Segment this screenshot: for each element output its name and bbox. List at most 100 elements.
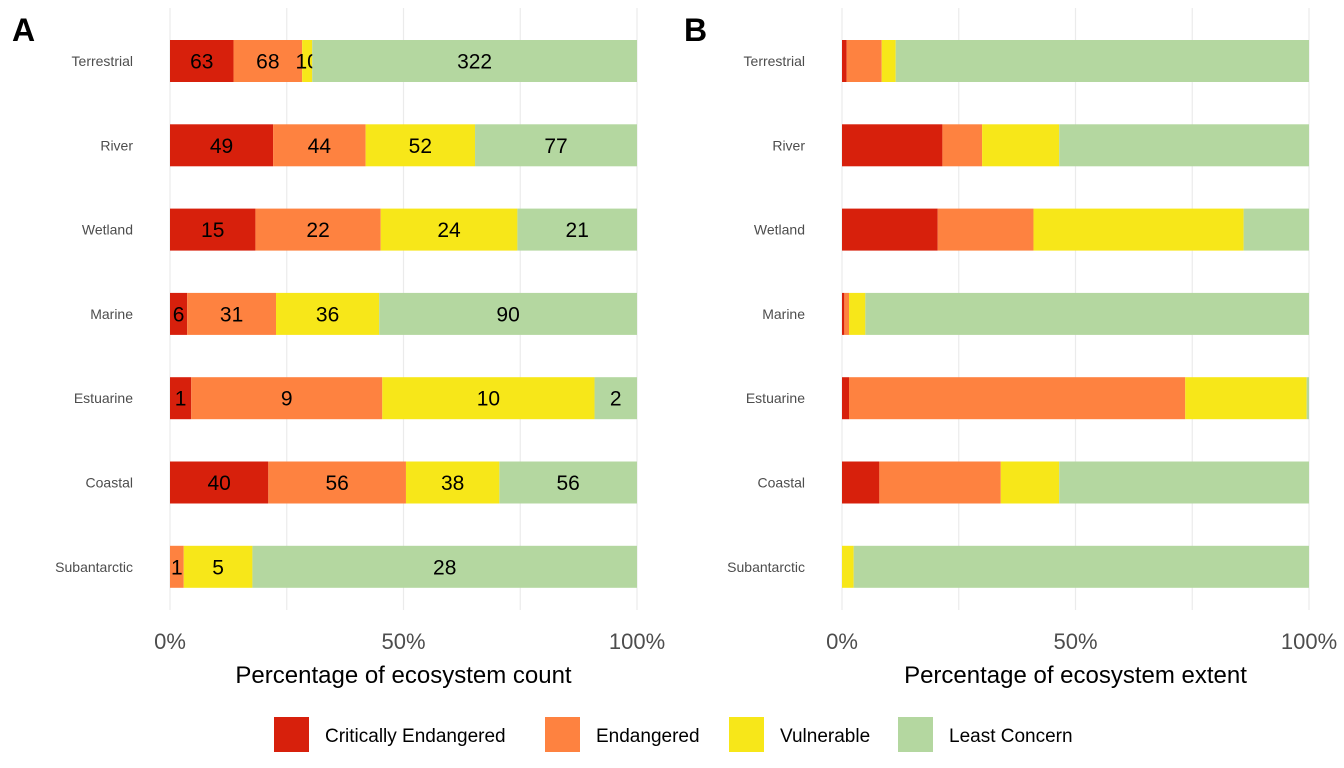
bar-wetland-least-concern [517, 208, 637, 251]
value-label-wetland-endangered: 22 [306, 219, 329, 242]
bar-coastal-least-concern [499, 461, 637, 504]
bar-estuarine-vulnerable [1185, 377, 1307, 420]
value-label-coastal-endangered: 56 [325, 472, 348, 495]
value-label-marine-endangered: 31 [220, 303, 243, 326]
bar-terrestrial-critically-endangered [842, 40, 847, 82]
x-axis-title: Percentage of ecosystem extent [904, 662, 1247, 689]
legend-label-endangered: Endangered [596, 726, 700, 747]
bar-terrestrial-critically-endangered [170, 40, 234, 82]
value-label-subantarctic-least-concern: 28 [433, 556, 456, 579]
bar-terrestrial-endangered [233, 40, 303, 82]
bar-wetland-critically-endangered [842, 208, 938, 251]
x-tick-label: 0% [154, 629, 186, 654]
bar-estuarine-least-concern [594, 377, 637, 420]
value-label-subantarctic-vulnerable: 5 [212, 556, 224, 579]
value-label-estuarine-endangered: 9 [281, 388, 293, 411]
value-label-estuarine-least-concern: 2 [610, 388, 622, 411]
x-tick-label: 50% [1053, 629, 1097, 654]
value-label-coastal-critically-endangered: 40 [207, 472, 230, 495]
bar-estuarine-least-concern [1306, 377, 1309, 420]
value-label-marine-least-concern: 90 [496, 303, 519, 326]
bar-subantarctic-vulnerable [183, 545, 253, 588]
x-tick-label: 0% [826, 629, 858, 654]
bar-river-vulnerable [365, 124, 476, 167]
category-label-terrestrial: Terrestrial [72, 53, 133, 69]
category-label-wetland: Wetland [82, 222, 133, 238]
category-label-terrestrial: Terrestrial [744, 53, 805, 69]
bar-subantarctic-least-concern [252, 545, 638, 588]
legend: Critically Endangered Endangered Vulnerabl… [274, 717, 1073, 752]
bar-marine-critically-endangered [170, 292, 188, 335]
value-label-wetland-vulnerable: 24 [437, 219, 461, 242]
bar-wetland-critically-endangered [170, 208, 256, 251]
bar-estuarine-critically-endangered [170, 377, 192, 420]
category-label-wetland: Wetland [754, 222, 805, 238]
value-label-coastal-least-concern: 56 [556, 472, 579, 495]
value-label-subantarctic-endangered: 1 [171, 556, 183, 579]
legend-key-least-concern [898, 717, 933, 752]
bar-coastal-vulnerable [405, 461, 500, 504]
bar-coastal-endangered [879, 461, 1001, 504]
bar-estuarine-vulnerable [382, 377, 595, 420]
value-label-terrestrial-endangered: 68 [256, 51, 279, 74]
value-label-wetland-critically-endangered: 15 [201, 219, 224, 242]
value-label-river-critically-endangered: 49 [210, 135, 233, 158]
legend-label-vulnerable: Vulnerable [780, 726, 870, 747]
legend-label-least-concern: Least Concern [949, 726, 1073, 747]
category-label-subantarctic: Subantarctic [727, 559, 805, 575]
bar-terrestrial-vulnerable [881, 40, 896, 82]
category-label-subantarctic: Subantarctic [55, 559, 133, 575]
panel-b-extent-chart: B Terrestrial River Wetland Marine Estuarine C… [684, 8, 1337, 689]
bar-subantarctic-endangered [170, 545, 184, 588]
bar-river-endangered [942, 124, 983, 167]
category-label-estuarine: Estuarine [74, 390, 133, 406]
value-label-river-endangered: 44 [308, 135, 332, 158]
category-label-river: River [100, 137, 133, 153]
bar-wetland-vulnerable [380, 208, 518, 251]
bar-marine-vulnerable [849, 292, 866, 335]
bar-river-least-concern [1059, 124, 1309, 167]
panel-tag: B [684, 12, 707, 48]
category-label-river: River [772, 137, 805, 153]
value-label-river-vulnerable: 52 [409, 135, 432, 158]
bar-estuarine-critically-endangered [842, 377, 850, 420]
bar-subantarctic-least-concern [853, 545, 1309, 588]
bar-marine-vulnerable [276, 292, 380, 335]
value-label-wetland-least-concern: 21 [566, 219, 589, 242]
bar-terrestrial-vulnerable [302, 40, 313, 82]
bar-wetland-endangered [937, 208, 1034, 251]
x-tick-label: 100% [1281, 629, 1337, 654]
value-label-marine-vulnerable: 36 [316, 303, 339, 326]
bar-river-least-concern [475, 124, 637, 167]
value-label-terrestrial-least-concern: 322 [457, 51, 492, 74]
bar-coastal-critically-endangered [170, 461, 269, 504]
panel-tag: A [12, 12, 35, 48]
legend-label-critically-endangered: Critically Endangered [325, 726, 506, 747]
category-label-marine: Marine [762, 306, 805, 322]
value-label-estuarine-critically-endangered: 1 [175, 388, 187, 411]
category-label-estuarine: Estuarine [746, 390, 805, 406]
x-tick-label: 100% [609, 629, 665, 654]
bar-terrestrial-least-concern [895, 40, 1309, 82]
bar-river-endangered [273, 124, 366, 167]
bar-marine-least-concern [865, 292, 1309, 335]
category-label-coastal: Coastal [758, 475, 805, 491]
x-tick-label: 50% [381, 629, 425, 654]
bar-terrestrial-endangered [846, 40, 882, 82]
bar-river-critically-endangered [170, 124, 274, 167]
bar-terrestrial-least-concern [312, 40, 637, 82]
bar-estuarine-endangered [191, 377, 383, 420]
bar-marine-critically-endangered [842, 292, 845, 335]
bar-marine-endangered [844, 292, 850, 335]
value-label-estuarine-vulnerable: 10 [477, 388, 500, 411]
legend-key-critically-endangered [274, 717, 309, 752]
legend-key-vulnerable [729, 717, 764, 752]
bar-estuarine-endangered [849, 377, 1186, 420]
bar-marine-least-concern [379, 292, 637, 335]
bar-wetland-vulnerable [1033, 208, 1244, 251]
bar-river-vulnerable [982, 124, 1060, 167]
value-label-coastal-vulnerable: 38 [441, 472, 464, 495]
legend-key-endangered [545, 717, 580, 752]
